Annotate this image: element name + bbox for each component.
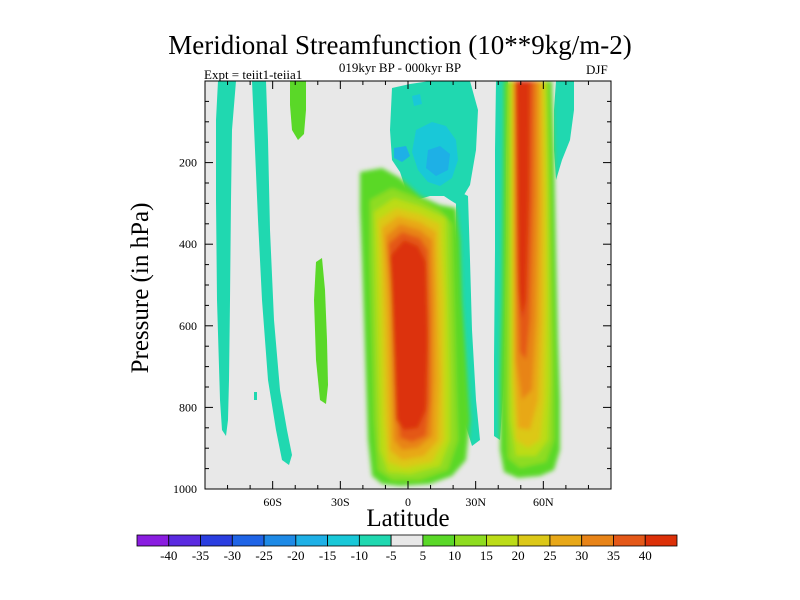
x-tick-label: 30S bbox=[331, 495, 350, 509]
experiment-label: Expt = teiit1-teiia1 bbox=[204, 67, 303, 82]
colorbar-label: 30 bbox=[575, 548, 588, 563]
colorbar-swatch bbox=[549, 534, 583, 547]
x-tick-label: 0 bbox=[405, 495, 411, 509]
colorbar-swatch bbox=[168, 534, 201, 547]
colorbar-swatch bbox=[136, 534, 170, 547]
colorbar-label: 20 bbox=[512, 548, 525, 563]
colorbar-swatch bbox=[644, 534, 678, 547]
colorbar-label: -15 bbox=[319, 548, 336, 563]
colorbar-swatch bbox=[231, 534, 265, 547]
x-axis-label: Latitude bbox=[366, 505, 450, 532]
neg-lobe-upper-20 bbox=[426, 146, 450, 176]
colorbar-label: 10 bbox=[448, 548, 461, 563]
neg-band-south bbox=[252, 81, 292, 465]
pos-band-south bbox=[314, 258, 328, 404]
colorbar-swatch bbox=[486, 534, 519, 547]
x-ticks: 60S 30S 0 30N 60N bbox=[227, 81, 589, 509]
y-tick-label: 600 bbox=[179, 319, 197, 333]
colorbar-label: -25 bbox=[255, 548, 272, 563]
colorbar-label: -30 bbox=[224, 548, 241, 563]
colorbar-label: 40 bbox=[639, 548, 652, 563]
colorbar-swatch bbox=[295, 534, 328, 547]
chart-subtitle: 019kyr BP - 000kyr BP bbox=[338, 60, 462, 75]
colorbar-label: 25 bbox=[543, 548, 556, 563]
north-column bbox=[500, 81, 560, 478]
colorbar-swatch bbox=[517, 534, 551, 547]
colorbar: -40 -35 -30 -25 -20 -15 -10 -5 5 10 15 20 25 30 35 40 bbox=[136, 534, 678, 563]
colorbar-label: -10 bbox=[351, 548, 368, 563]
colorbar-swatch bbox=[358, 534, 392, 547]
neg-band-far-n bbox=[554, 81, 574, 180]
season-label: DJF bbox=[586, 62, 608, 77]
colorbar-swatch bbox=[327, 534, 360, 547]
tropical-cell bbox=[360, 168, 470, 486]
contour-field bbox=[216, 81, 574, 486]
colorbar-swatch bbox=[613, 534, 646, 547]
y-tick-label: 200 bbox=[179, 156, 197, 170]
y-tick-label: 400 bbox=[179, 237, 197, 251]
colorbar-swatch bbox=[454, 534, 487, 547]
colorbar-label: 5 bbox=[420, 548, 427, 563]
colorbar-swatch bbox=[200, 534, 233, 547]
colorbar-label: -20 bbox=[287, 548, 304, 563]
y-tick-label: 800 bbox=[179, 400, 197, 414]
x-tick-label: 30N bbox=[465, 495, 486, 509]
colorbar-swatch bbox=[263, 534, 297, 547]
colorbar-label: -35 bbox=[192, 548, 209, 563]
colorbar-label: -40 bbox=[160, 548, 177, 563]
chart-title: Meridional Streamfunction (10**9kg/m-2) bbox=[168, 30, 632, 60]
y-tick-label: 1000 bbox=[173, 482, 197, 496]
x-tick-label: 60S bbox=[263, 495, 282, 509]
neg-spot-b bbox=[412, 94, 422, 106]
neg-spot-south bbox=[254, 392, 257, 400]
colorbar-swatch bbox=[581, 534, 614, 547]
pos-upper-south bbox=[290, 81, 306, 140]
neg-spot-a bbox=[394, 146, 410, 162]
colorbar-label: 35 bbox=[607, 548, 620, 563]
colorbar-swatch bbox=[390, 534, 424, 547]
y-ticks: 200 400 600 800 1000 bbox=[173, 100, 611, 496]
colorbar-label: 15 bbox=[480, 548, 493, 563]
x-tick-label: 60N bbox=[533, 495, 554, 509]
neg-band-far-south bbox=[216, 81, 236, 436]
colorbar-label: -5 bbox=[386, 548, 397, 563]
colorbar-swatch bbox=[422, 534, 456, 547]
